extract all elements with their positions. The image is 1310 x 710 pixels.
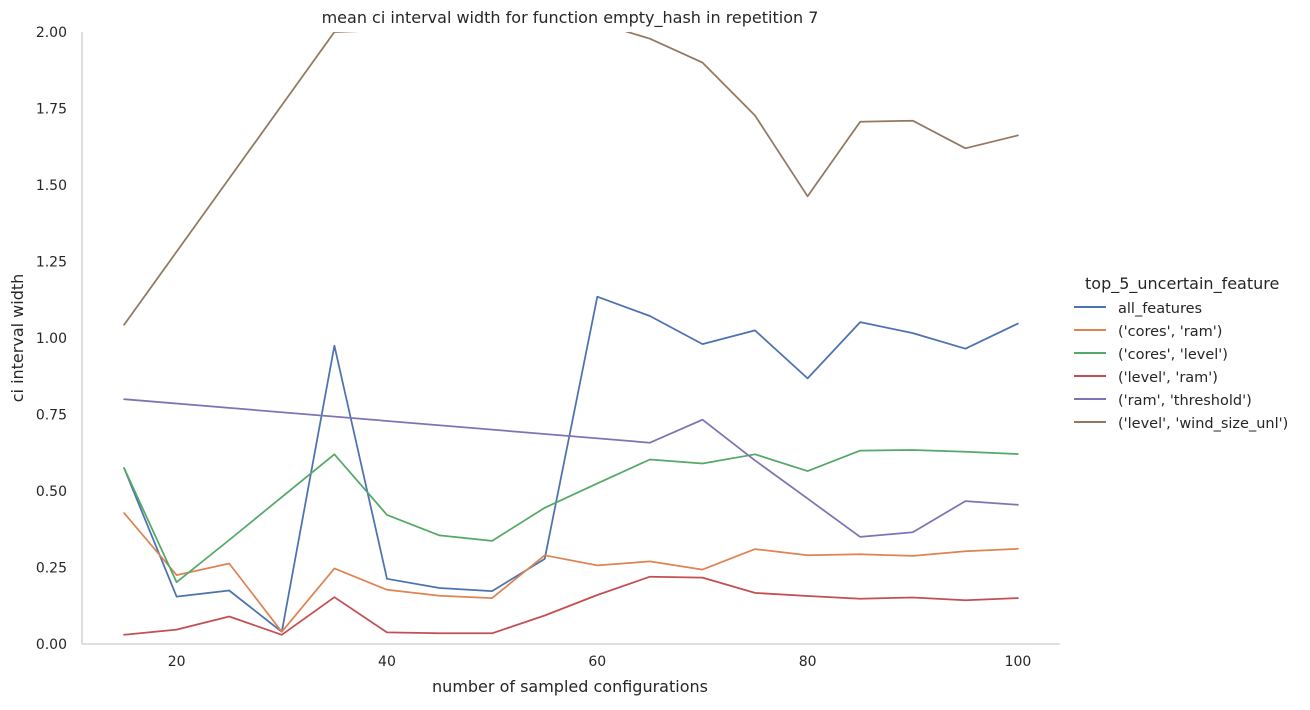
series-line bbox=[123, 575, 1019, 636]
y-tick-label: 0.75 bbox=[36, 408, 67, 424]
y-tick-label: 0.00 bbox=[36, 637, 67, 653]
legend-entry: all_features bbox=[1118, 301, 1202, 317]
y-tick-label: 1.00 bbox=[36, 331, 67, 347]
y-tick-label: 1.50 bbox=[36, 178, 67, 194]
x-axis-label: number of sampled configurations bbox=[432, 677, 708, 696]
series-lines bbox=[123, 32, 1019, 636]
legend-entry: ('cores', 'level') bbox=[1118, 347, 1228, 363]
series-line bbox=[123, 449, 1019, 584]
y-axis-label: ci interval width bbox=[8, 274, 27, 403]
chart-title: mean ci interval width for function empt… bbox=[322, 8, 819, 28]
y-tick-label: 1.75 bbox=[36, 102, 67, 118]
x-tick-label: 40 bbox=[378, 654, 396, 670]
legend-entry: ('ram', 'threshold') bbox=[1118, 393, 1252, 409]
x-tick-label: 20 bbox=[168, 654, 186, 670]
y-tick-label: 0.25 bbox=[36, 561, 67, 577]
y-tick-label: 0.50 bbox=[36, 484, 67, 500]
x-tick-label: 80 bbox=[799, 654, 817, 670]
y-tick-label: 2.00 bbox=[36, 25, 67, 41]
x-tick-label: 60 bbox=[588, 654, 606, 670]
x-tick-label: 100 bbox=[1005, 654, 1032, 670]
axis-ticks: 0.00 0.25 0.50 0.75 1.00 1.25 1.50 1.75 2.00 20 40… bbox=[36, 25, 1031, 670]
series-line bbox=[123, 398, 1019, 538]
series-line bbox=[123, 512, 1019, 633]
series-line bbox=[123, 295, 1019, 633]
legend-entry: ('level', 'wind_size_unl') bbox=[1118, 416, 1288, 432]
y-tick-label: 1.25 bbox=[36, 255, 67, 271]
legend: top_5_uncertain_feature all_features ('co… bbox=[1074, 274, 1288, 432]
series-line bbox=[123, 32, 1019, 326]
legend-title: top_5_uncertain_feature bbox=[1085, 274, 1279, 294]
legend-entry: ('cores', 'ram') bbox=[1118, 324, 1222, 340]
legend-entry: ('level', 'ram') bbox=[1118, 370, 1218, 386]
